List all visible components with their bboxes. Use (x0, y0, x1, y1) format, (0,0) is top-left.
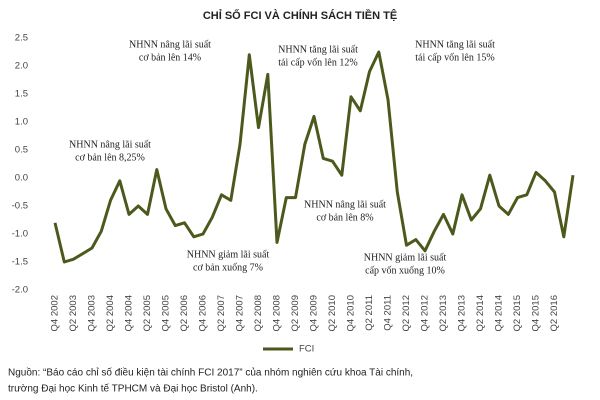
y-tick-label: -1.5 (12, 257, 28, 268)
y-tick-label: -1.0 (12, 229, 28, 240)
annotation: NHNN nâng lãi suất (129, 39, 211, 50)
x-tick-label: Q4 2003 (87, 295, 98, 331)
annotation: cơ bản lên 14% (139, 52, 201, 63)
x-tick-label: Q2 2010 (327, 295, 338, 331)
x-tick-label: Q4 2012 (420, 295, 431, 331)
x-tick-label: Q4 2006 (198, 295, 209, 331)
y-tick-label: 2.0 (15, 61, 28, 72)
series-line (53, 50, 575, 264)
source-line: trường Đại học Kinh tế TPHCM và Đại học … (8, 383, 258, 395)
x-tick-label: Q2 2012 (401, 295, 412, 331)
x-tick-label: Q2 2009 (290, 295, 301, 331)
annotation: cơ bản lên 8% (316, 212, 373, 223)
annotation: tái cấp vốn lên 15% (415, 52, 494, 63)
x-tick-label: Q4 2004 (124, 295, 135, 331)
x-tick-label: Q2 2004 (105, 295, 116, 331)
y-tick-label: 2.5 (15, 33, 28, 44)
source-line: Nguồn: “Báo cáo chỉ số điều kiện tài chí… (8, 367, 413, 379)
annotation: cơ bản xuống 7% (193, 262, 263, 273)
x-tick-label: Q4 2009 (309, 295, 320, 331)
x-tick-label: Q2 2011 (364, 295, 375, 331)
annotation: NHNN tăng lãi suất (415, 39, 495, 50)
y-tick-label: 1.0 (15, 117, 28, 128)
y-tick-label: 1.5 (15, 89, 28, 100)
x-tick-label: Q2 2013 (438, 295, 449, 331)
x-tick-label: Q2 2015 (512, 295, 523, 331)
x-tick-label: Q4 2002 (50, 295, 61, 331)
x-tick-label: Q2 2006 (179, 295, 190, 331)
x-tick-label: Q4 2015 (531, 295, 542, 331)
x-tick-label: Q2 2007 (216, 295, 227, 331)
x-tick-label: Q4 2011 (383, 295, 394, 331)
annotation: NHNN nâng lãi suất (69, 139, 151, 150)
chart-title: CHỈ SỐ FCI VÀ CHÍNH SÁCH TIỀN TỆ (203, 8, 397, 22)
x-tick-label: Q2 2016 (549, 295, 560, 331)
annotation: NHNN nâng lãi suất (304, 199, 386, 210)
annotation: NHNN giảm lãi suất (187, 249, 270, 260)
x-tick-label: Q2 2008 (253, 295, 264, 331)
annotation: tái cấp vốn lên 12% (278, 57, 357, 68)
annotation: cơ bản lên 8,25% (75, 152, 145, 163)
legend-label: FCI (299, 344, 314, 355)
y-tick-label: -2.0 (12, 285, 28, 296)
y-tick-label: 0.5 (15, 145, 28, 156)
x-tick-label: Q2 2014 (475, 295, 486, 331)
x-tick-label: Q2 2005 (142, 295, 153, 331)
x-tick-label: Q4 2007 (235, 295, 246, 331)
x-tick-label: Q4 2014 (494, 295, 505, 331)
annotation: NHNN tăng lãi suất (278, 44, 358, 55)
annotation: NHNN giảm lãi suất (364, 252, 447, 263)
x-tick-label: Q4 2008 (272, 295, 283, 331)
x-tick-label: Q2 2003 (68, 295, 79, 331)
x-tick-label: Q4 2013 (457, 295, 468, 331)
x-tick-label: Q4 2005 (161, 295, 172, 331)
annotation: cấp vốn xuống 10% (365, 265, 445, 276)
y-tick-label: -0.5 (12, 201, 28, 212)
x-tick-label: Q4 2010 (346, 295, 357, 331)
y-tick-label: 0.0 (15, 173, 28, 184)
